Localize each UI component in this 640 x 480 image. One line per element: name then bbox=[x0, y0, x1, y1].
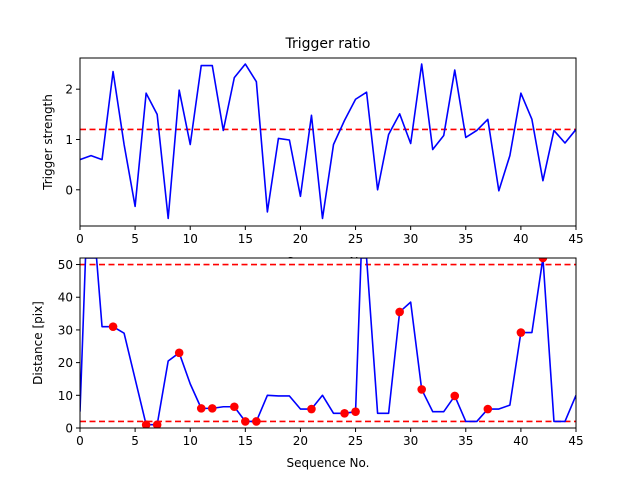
distance-data-point bbox=[230, 402, 239, 412]
distance-axes-frame bbox=[79, 257, 577, 429]
distance-data-point bbox=[417, 385, 426, 394]
distance-data-point bbox=[152, 420, 162, 428]
distance-data-point bbox=[307, 404, 316, 414]
distance-chart: 0 5 10 15 20 25 30 35 40 45 0 10 20 30 40 50 Sequence … bbox=[31, 257, 584, 470]
distance-y-tick-label: 20 bbox=[58, 356, 73, 370]
trigger-series-line-0 bbox=[80, 63, 576, 220]
distance-data-point bbox=[516, 328, 526, 337]
distance-x-tick-label: 15 bbox=[238, 434, 253, 448]
trigger-x-tick-label: 10 bbox=[183, 232, 198, 246]
trigger-x-tick-label: 45 bbox=[568, 232, 583, 246]
distance-y-tick-label: 40 bbox=[58, 291, 73, 305]
trigger-x-tick-label: 15 bbox=[238, 232, 253, 246]
trigger-x-tick-label: 40 bbox=[513, 232, 528, 246]
distance-x-tick-label: 35 bbox=[458, 434, 473, 448]
distance-y-ticks: 0 10 20 30 40 50 bbox=[58, 258, 80, 436]
distance-data-point bbox=[241, 417, 250, 426]
distance-axes-background bbox=[80, 258, 576, 428]
distance-data-point bbox=[207, 404, 217, 413]
distance-x-axis-label: Sequence No. bbox=[287, 456, 370, 470]
distance-y-tick-label: 50 bbox=[58, 258, 73, 272]
trigger-x-tick-label: 30 bbox=[403, 232, 418, 246]
distance-data-point bbox=[174, 348, 184, 358]
trigger-y-ticks: 0 1 2 bbox=[65, 83, 80, 197]
trigger-axes-frame bbox=[79, 57, 577, 227]
distance-x-tick-label: 20 bbox=[293, 434, 308, 448]
trigger-x-tick-label: 5 bbox=[131, 232, 139, 246]
distance-x-tick-label: 0 bbox=[76, 434, 84, 448]
distance-x-tick-label: 5 bbox=[131, 434, 139, 448]
trigger-x-ticks: 0 5 10 15 20 25 30 35 40 45 bbox=[76, 226, 584, 246]
trigger-x-tick-label: 35 bbox=[458, 232, 473, 246]
distance-y-tick-label: 0 bbox=[65, 422, 73, 436]
trigger-x-tick-label: 25 bbox=[348, 232, 363, 246]
distance-data-point bbox=[450, 391, 460, 401]
distance-data-point bbox=[483, 404, 493, 414]
distance-x-tick-label: 45 bbox=[568, 434, 583, 448]
distance-y-tick-label: 10 bbox=[58, 389, 73, 403]
distance-x-tick-label: 30 bbox=[403, 434, 418, 448]
distance-plot-area bbox=[80, 258, 576, 428]
distance-data-point bbox=[252, 417, 261, 426]
distance-x-tick-label: 10 bbox=[183, 434, 198, 448]
distance-y-axis-label: Distance [pix] bbox=[31, 301, 45, 385]
distance-data-point bbox=[538, 258, 548, 263]
trigger-x-tick-label: 0 bbox=[76, 232, 84, 246]
distance-x-ticks: 0 5 10 15 20 25 30 35 40 45 bbox=[76, 428, 584, 448]
distance-data-point bbox=[196, 404, 206, 413]
distance-data-point bbox=[395, 307, 404, 317]
trigger-plot-area bbox=[80, 63, 576, 220]
distance-data-point bbox=[340, 408, 349, 418]
distance-data-point bbox=[141, 420, 151, 428]
distance-y-tick-label: 30 bbox=[58, 323, 73, 337]
trigger-y-tick-label: 1 bbox=[65, 133, 73, 147]
trigger-y-axis-label: Trigger strength bbox=[41, 94, 55, 191]
trigger-x-tick-label: 20 bbox=[293, 232, 308, 246]
trigger-y-tick-label: 2 bbox=[65, 83, 73, 97]
distance-x-tick-label: 25 bbox=[348, 434, 363, 448]
trigger-y-tick-label: 0 bbox=[65, 183, 73, 197]
chart-title: Trigger ratio bbox=[284, 36, 370, 52]
distance-data-point bbox=[351, 407, 360, 416]
distance-data-point bbox=[108, 322, 118, 331]
distance-x-tick-label: 40 bbox=[513, 434, 528, 448]
